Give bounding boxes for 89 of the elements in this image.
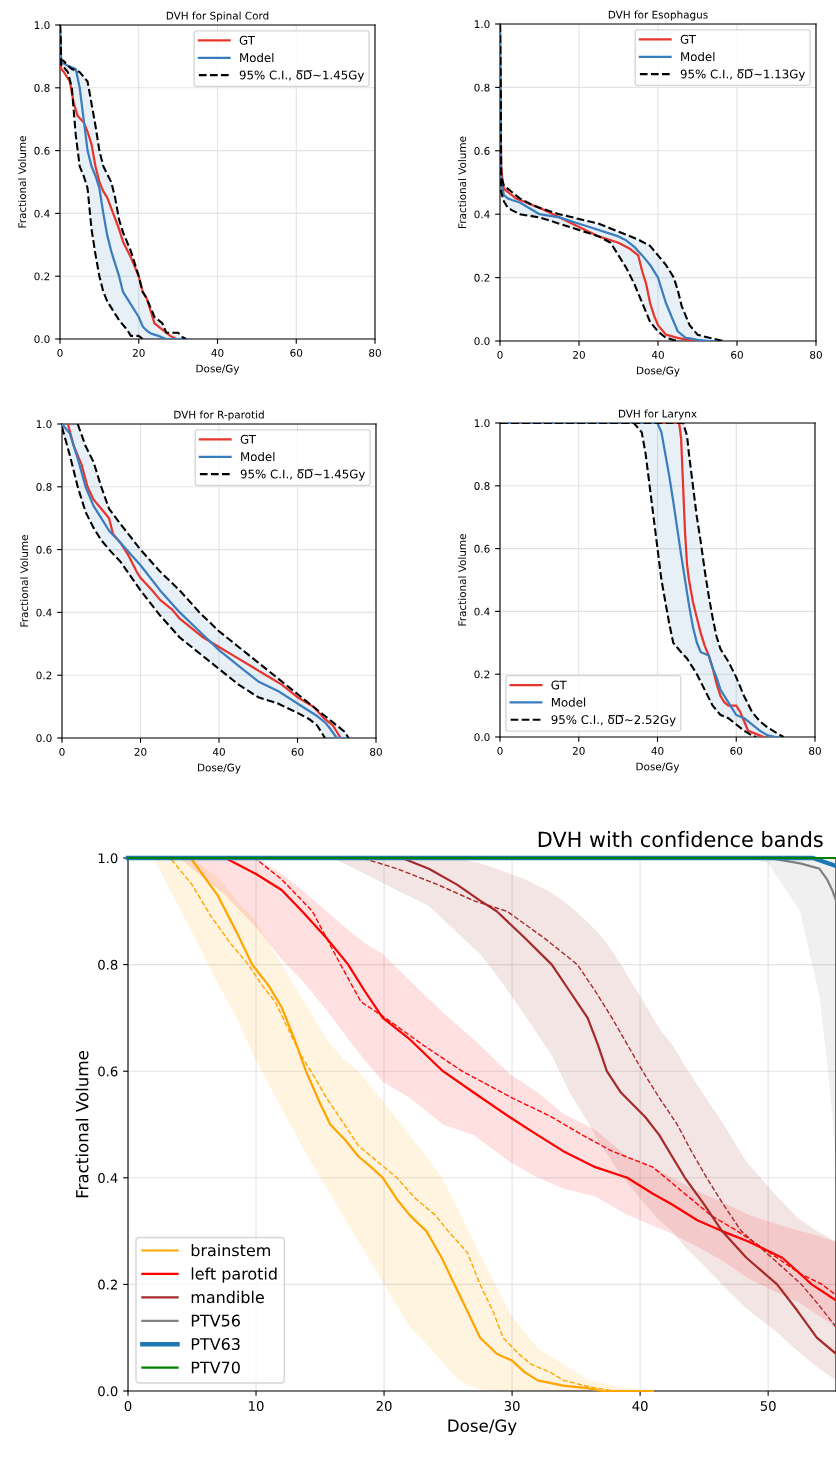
legend-label: GT	[680, 34, 696, 44]
x-axis-title: Dose/Gy	[198, 763, 241, 774]
legend-label: mandible	[191, 1290, 264, 1304]
x-tick-label: 60	[291, 747, 304, 756]
x-tick-label: 40	[651, 746, 664, 755]
x-tick-label: 40	[651, 350, 664, 359]
y-axis-title: Fractional Volume	[458, 534, 467, 626]
y-tick-label: 0.4	[98, 1173, 118, 1183]
y-tick-label: 0.0	[98, 1386, 118, 1397]
y-axis-title: Fractional Volume	[458, 136, 467, 228]
x-tick-label: 20	[134, 747, 147, 756]
legend-label: Model	[551, 697, 586, 707]
x-tick-label: 40	[211, 348, 224, 357]
x-tick-label: 0	[57, 348, 63, 357]
x-tick-label: 20	[132, 348, 145, 357]
x-tick-label: 80	[809, 746, 821, 755]
y-tick-label: 0.6	[474, 544, 490, 553]
y-tick-label: 0.0	[36, 734, 52, 743]
x-tick-label: 50	[760, 1400, 776, 1411]
legend-label: Model	[240, 52, 274, 63]
legend-label: 95% C.I., δ̅D̅∼1.45Gy	[239, 70, 365, 82]
chart-title: DVH for Spinal Cord	[166, 11, 269, 22]
chart-title: DVH for Esophagus	[608, 10, 708, 21]
y-tick-label: 1.0	[34, 21, 50, 30]
y-tick-label: 0.4	[474, 210, 490, 219]
x-tick-label: 40	[632, 1400, 648, 1411]
x-tick-label: 30	[504, 1400, 520, 1411]
legend-label: 95% C.I., δ̅D̅∼1.45Gy	[240, 469, 366, 481]
y-tick-label: 1.0	[474, 419, 490, 428]
legend-label: Model	[681, 51, 715, 62]
y-tick-label: 1.0	[36, 420, 52, 429]
y-tick-label: 0.8	[34, 84, 50, 92]
legend-label: 95% C.I., δ̅D̅∼2.52Gy	[551, 715, 676, 727]
y-axis-title: Fractional Volume	[75, 1051, 89, 1198]
x-tick-label: 0	[124, 1400, 132, 1411]
legend-label: PTV70	[191, 1361, 240, 1374]
y-tick-label: 0.4	[474, 607, 490, 616]
x-tick-label: 80	[370, 747, 382, 756]
x-axis-title: Dose/Gy	[448, 1419, 517, 1436]
x-tick-label: 60	[730, 746, 743, 755]
y-tick-label: 0.4	[36, 608, 52, 617]
y-axis-title: Fractional Volume	[18, 136, 27, 228]
legend-label: Model	[241, 451, 275, 462]
x-axis-title: Dose/Gy	[637, 366, 680, 377]
legend-label: GT	[551, 680, 567, 690]
chart-title: DVH with confidence bands	[538, 831, 823, 848]
chart-title: DVH for R-parotid	[174, 410, 264, 421]
y-tick-label: 0.8	[474, 482, 490, 490]
legend-label: brainstem	[191, 1243, 270, 1257]
y-tick-label: 0.6	[34, 146, 50, 155]
y-tick-label: 0.2	[36, 671, 52, 680]
y-tick-label: 0.0	[474, 337, 490, 346]
x-axis-title: Dose/Gy	[196, 364, 240, 375]
y-tick-label: 0.2	[474, 670, 490, 679]
chart-title: DVH for Larynx	[618, 409, 697, 420]
x-tick-label: 0	[59, 747, 65, 756]
y-tick-label: 1.0	[98, 853, 118, 864]
y-tick-label: 0.4	[34, 209, 50, 218]
y-tick-label: 0.8	[36, 483, 52, 491]
legend-label: left parotid	[191, 1267, 277, 1283]
y-axis-title: Fractional Volume	[20, 535, 29, 627]
y-tick-label: 0.0	[34, 335, 50, 344]
y-tick-label: 0.6	[98, 1066, 118, 1077]
legend-label: 95% C.I., δ̅D̅∼1.13Gy	[680, 69, 806, 81]
x-tick-label: 80	[810, 350, 822, 359]
y-tick-label: 0.8	[98, 959, 118, 970]
x-tick-label: 20	[376, 1400, 392, 1411]
legend-label: PTV56	[191, 1314, 240, 1327]
x-tick-label: 60	[731, 350, 743, 359]
x-tick-label: 40	[212, 747, 225, 756]
y-tick-label: 0.2	[98, 1279, 117, 1290]
x-tick-label: 10	[249, 1400, 264, 1411]
x-axis-title: Dose/Gy	[636, 762, 680, 773]
y-tick-label: 0.8	[474, 83, 490, 92]
x-tick-label: 20	[573, 350, 585, 359]
legend-label: GT	[239, 35, 255, 45]
y-tick-label: 0.6	[36, 545, 52, 554]
y-tick-label: 0.0	[474, 733, 490, 742]
legend-label: PTV63	[191, 1338, 240, 1351]
x-tick-label: 20	[572, 746, 585, 755]
x-tick-label: 0	[497, 746, 503, 755]
y-tick-label: 0.2	[34, 272, 50, 281]
legend-label: GT	[240, 434, 256, 444]
y-tick-label: 0.6	[474, 147, 490, 155]
x-tick-label: 80	[369, 348, 381, 357]
x-tick-label: 60	[290, 348, 303, 357]
y-tick-label: 0.2	[474, 273, 490, 282]
y-tick-label: 1.0	[474, 20, 490, 29]
x-tick-label: 0	[497, 350, 503, 359]
